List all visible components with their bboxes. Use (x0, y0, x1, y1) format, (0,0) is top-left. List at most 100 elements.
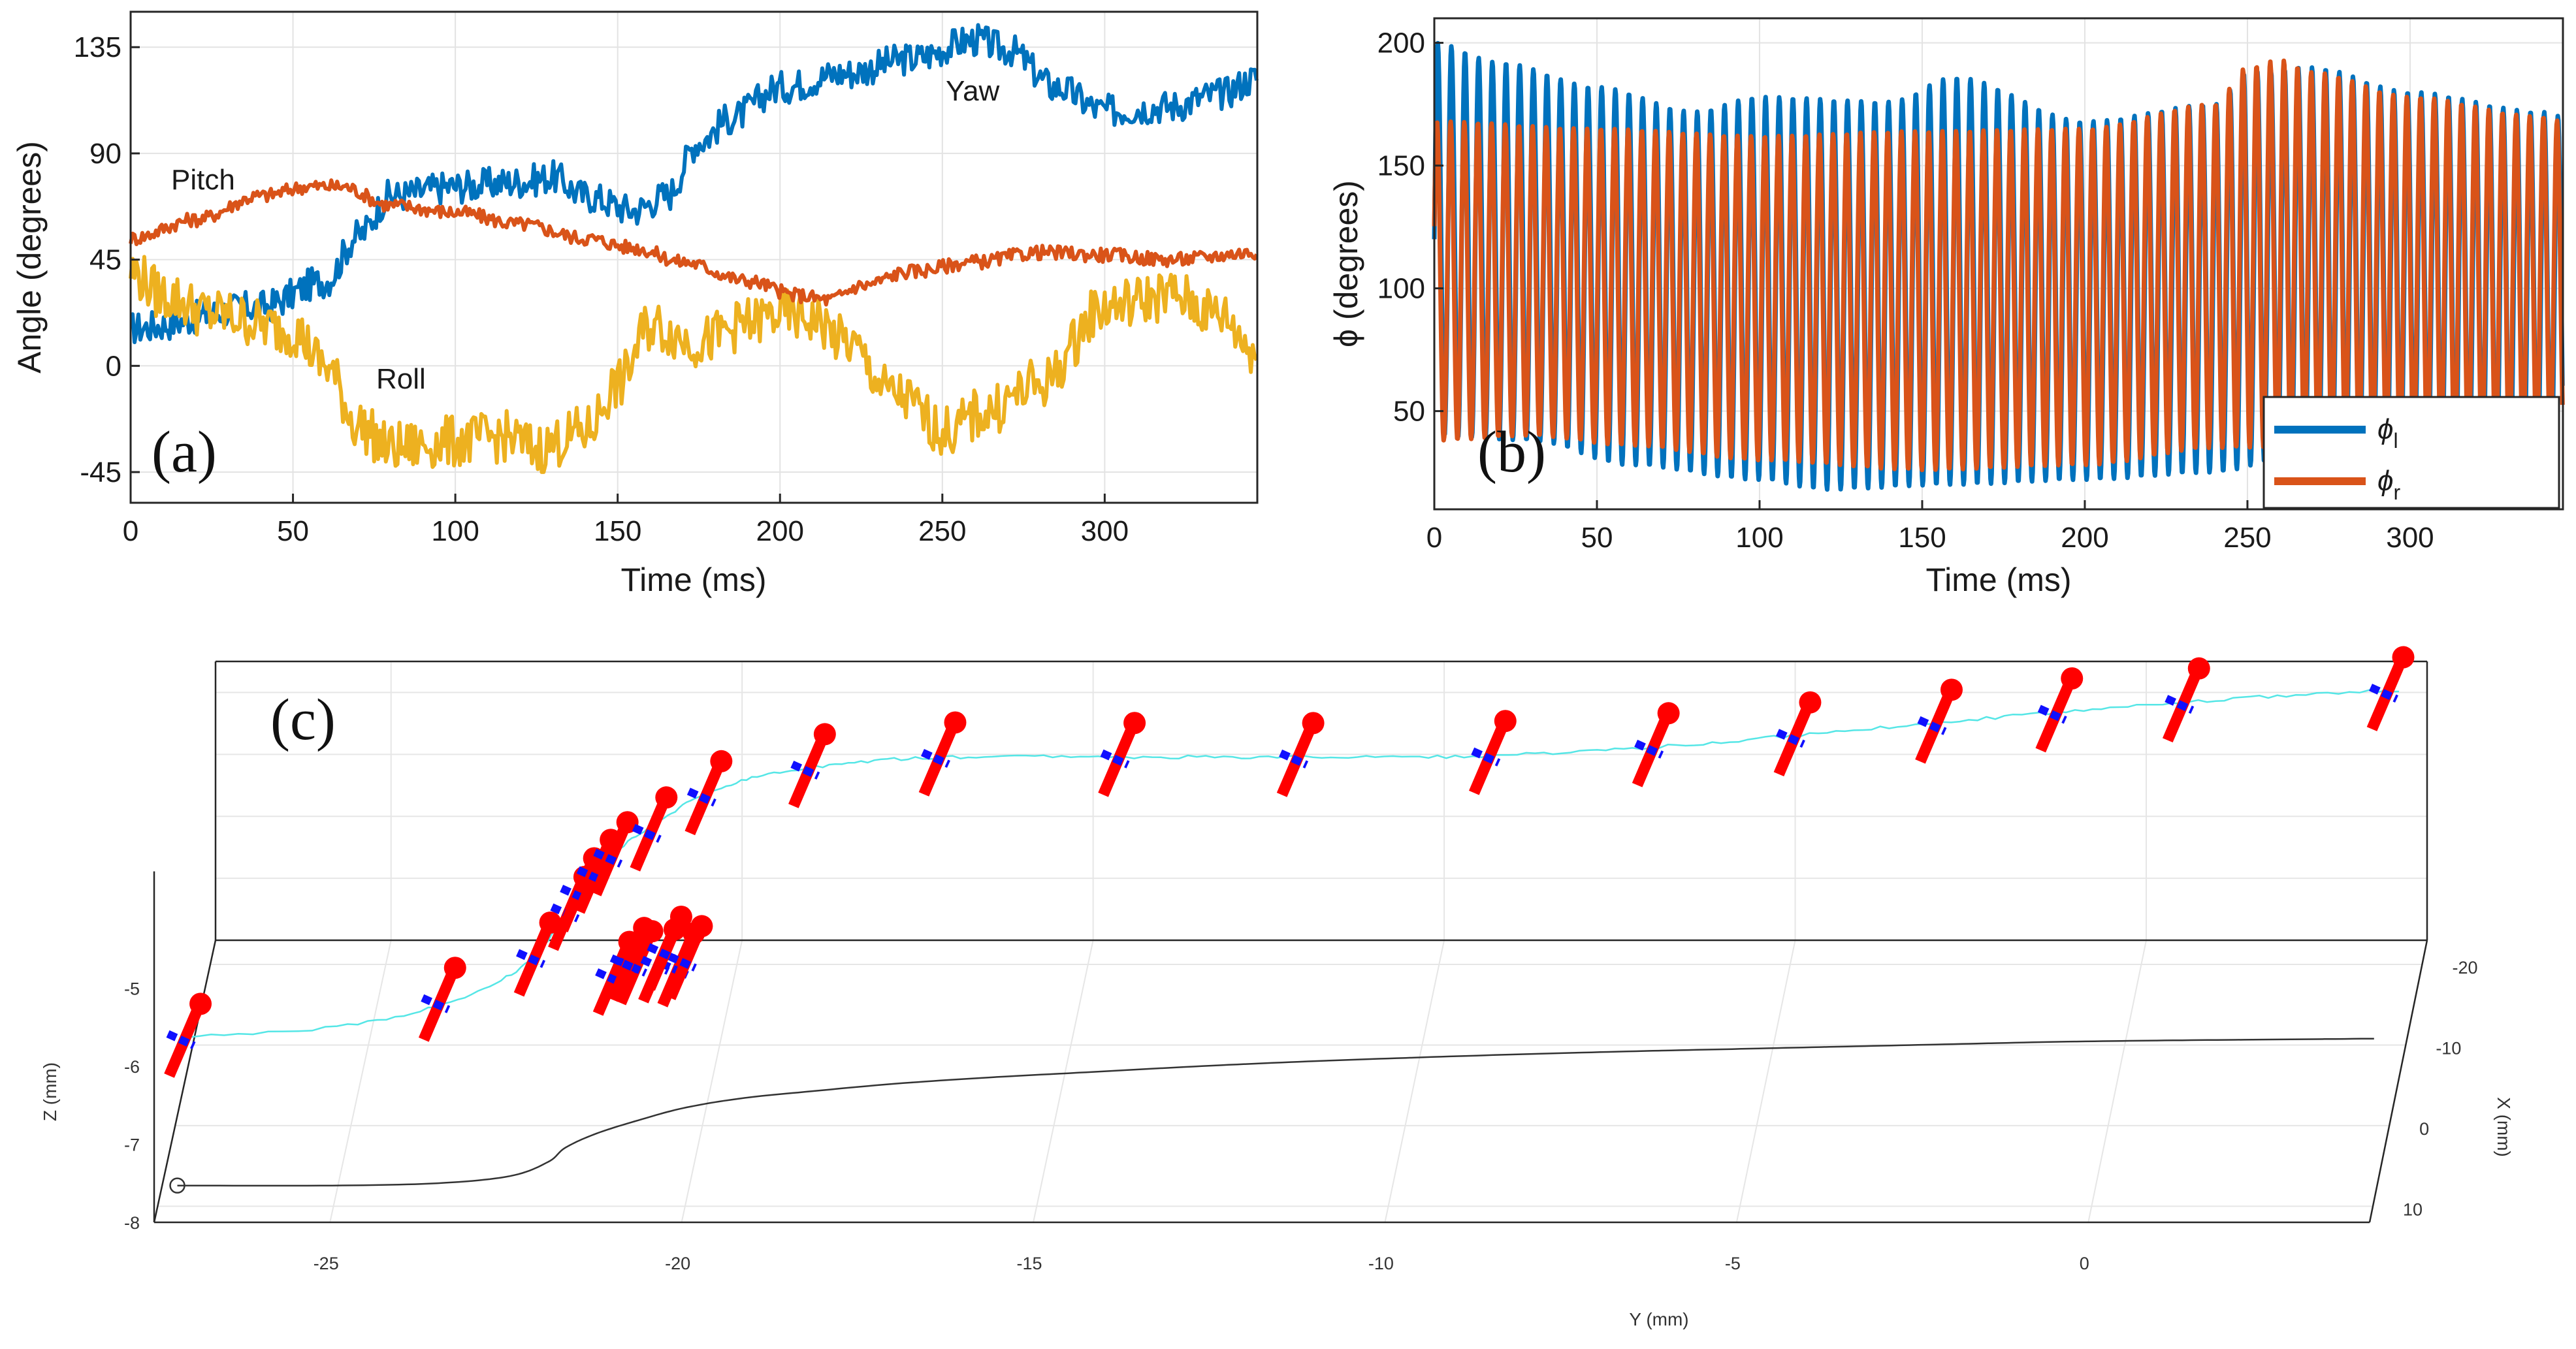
chart-a-xtick-label: 100 (431, 515, 479, 547)
chart-b-xlabel: Time (ms) (1925, 562, 2071, 598)
chart-c-ztick-label: -7 (124, 1135, 140, 1155)
fly-marker-wing (421, 994, 451, 1013)
fly-marker-wing (593, 848, 623, 868)
chart-c-ztick-label: -5 (124, 979, 140, 999)
fly-marker-wing (921, 748, 950, 768)
panel-label-c: (c) (270, 688, 336, 752)
chart-c-floor-grid (2087, 940, 2148, 1223)
chart-b-ytick-label: 100 (1377, 273, 1425, 305)
chart-c-ylabel: Y (mm) (1629, 1309, 1688, 1329)
chart-a-ytick-label: 45 (89, 244, 121, 276)
fly-marker-head (2187, 657, 2210, 680)
fly-marker-wing (790, 760, 820, 780)
fly-marker-cluster-wing (595, 968, 625, 987)
panel-label-a: (a) (152, 420, 217, 484)
chart-b-xtick-label: 150 (1898, 522, 1946, 554)
fly-marker-wing (1634, 739, 1664, 759)
fly-marker-head (189, 992, 212, 1015)
fly-marker-wing (1100, 749, 1130, 769)
chart-c-trajectory (182, 689, 2400, 1038)
chart-c-xtick-label: -20 (2452, 958, 2477, 977)
fly-marker-wing (1471, 747, 1501, 767)
fly-marker-wing (2037, 705, 2067, 724)
chart-c: -25 -20 -15 -10 -5 0 -20 -10 0 10 -5 -6 -7 -8 (c) Y (… (40, 646, 2514, 1329)
chart-c-xtick-label: -10 (2436, 1038, 2461, 1058)
fly-marker-head (2392, 646, 2415, 669)
chart-a-series (129, 23, 1259, 474)
fly-marker-head (539, 911, 562, 934)
annotation-yaw: Yaw (946, 75, 1000, 107)
chart-c-ytick-label: -10 (1368, 1254, 1394, 1273)
fly-marker-wing (560, 885, 590, 904)
chart-c-ztick-label: -6 (124, 1057, 140, 1077)
chart-b-ytick-label: 50 (1393, 396, 1425, 428)
chart-c-shadow (169, 1038, 2374, 1194)
chart-a-xtick-label: 0 (123, 515, 138, 547)
chart-b-ytick-label: 200 (1377, 27, 1425, 59)
chart-c-ytick-label: 0 (2080, 1254, 2089, 1273)
chart-b-xtick-label: 250 (2223, 522, 2271, 554)
annotation-roll: Roll (376, 363, 426, 395)
fly-marker-wing (166, 1030, 196, 1049)
fly-marker-head (2061, 667, 2084, 690)
chart-a-xtick-label: 200 (756, 515, 804, 547)
chart-c-markers (164, 646, 2415, 1078)
legend-entry-phi-r: ϕr (2377, 465, 2400, 504)
fly-marker-head (655, 786, 678, 809)
chart-c-floor-grid (1735, 940, 1796, 1223)
fly-marker-wing (2369, 684, 2398, 703)
legend-entry-phi-l: ϕl (2377, 413, 2398, 452)
chart-a-ytick-label: -45 (80, 456, 121, 488)
chart-b-ytick-label: 150 (1377, 150, 1425, 182)
chart-c-xlabel: X (mm) (2494, 1097, 2514, 1157)
chart-c-ticks: -25 -20 -15 -10 -5 0 -20 -10 0 10 -5 -6 -7 -8 (124, 958, 2478, 1273)
fly-marker-wing (1775, 729, 1805, 748)
fly-marker-head (1302, 712, 1325, 735)
chart-a-xtick-label: 150 (594, 515, 641, 547)
fly-marker-wing (1917, 716, 1947, 735)
fly-marker-head (443, 957, 466, 979)
fly-marker-head (1799, 691, 1822, 714)
chart-c-floor-grid (329, 940, 392, 1223)
chart-c-shadow-line (177, 1038, 2374, 1187)
chart-c-ytick-label: -20 (665, 1254, 690, 1273)
chart-c-xtick-label: 10 (2403, 1199, 2423, 1219)
fly-marker-wing (1279, 749, 1309, 769)
chart-c-box (153, 660, 2428, 1224)
series-phi-r-line (1432, 58, 2565, 473)
chart-a-ytick-label: 0 (106, 350, 121, 382)
fly-marker-wing (2165, 695, 2195, 714)
chart-c-floor-grid (1033, 940, 1094, 1223)
fly-marker-head (710, 750, 733, 772)
chart-c-box-edge (2368, 940, 2428, 1223)
series-roll-line (129, 255, 1259, 474)
chart-c-start-marker (169, 1177, 185, 1194)
chart-b-axes-box (1433, 17, 2564, 511)
fly-marker-head (1123, 712, 1146, 735)
fly-marker-cluster-head (690, 915, 713, 938)
chart-c-ytick-label: -25 (314, 1254, 339, 1273)
fly-marker-wing (516, 949, 546, 968)
legend-box (2262, 396, 2560, 509)
fly-marker-head (813, 723, 836, 746)
chart-b-xtick-label: 200 (2061, 522, 2108, 554)
fly-marker-head (1657, 702, 1680, 725)
chart-a-xlabel: Time (ms) (620, 562, 766, 598)
fly-marker-head (1494, 710, 1517, 733)
chart-a-axes-box (129, 10, 1259, 504)
chart-a-xtick-label: 50 (277, 515, 309, 547)
fly-marker-head (1940, 678, 1963, 701)
chart-b-xtick-label: 100 (1735, 522, 1783, 554)
chart-a-xtick-label: 250 (918, 515, 966, 547)
chart-c-ztick-label: -8 (124, 1213, 140, 1233)
fly-marker-wing (632, 823, 662, 843)
chart-c-floor-grid (1384, 940, 1445, 1223)
chart-a-xtick-label: 300 (1081, 515, 1129, 547)
chart-c-trajectory-line (182, 689, 2400, 1038)
chart-c-ytick-label: -15 (1017, 1254, 1042, 1273)
chart-b-xtick-label: 300 (2386, 522, 2434, 554)
